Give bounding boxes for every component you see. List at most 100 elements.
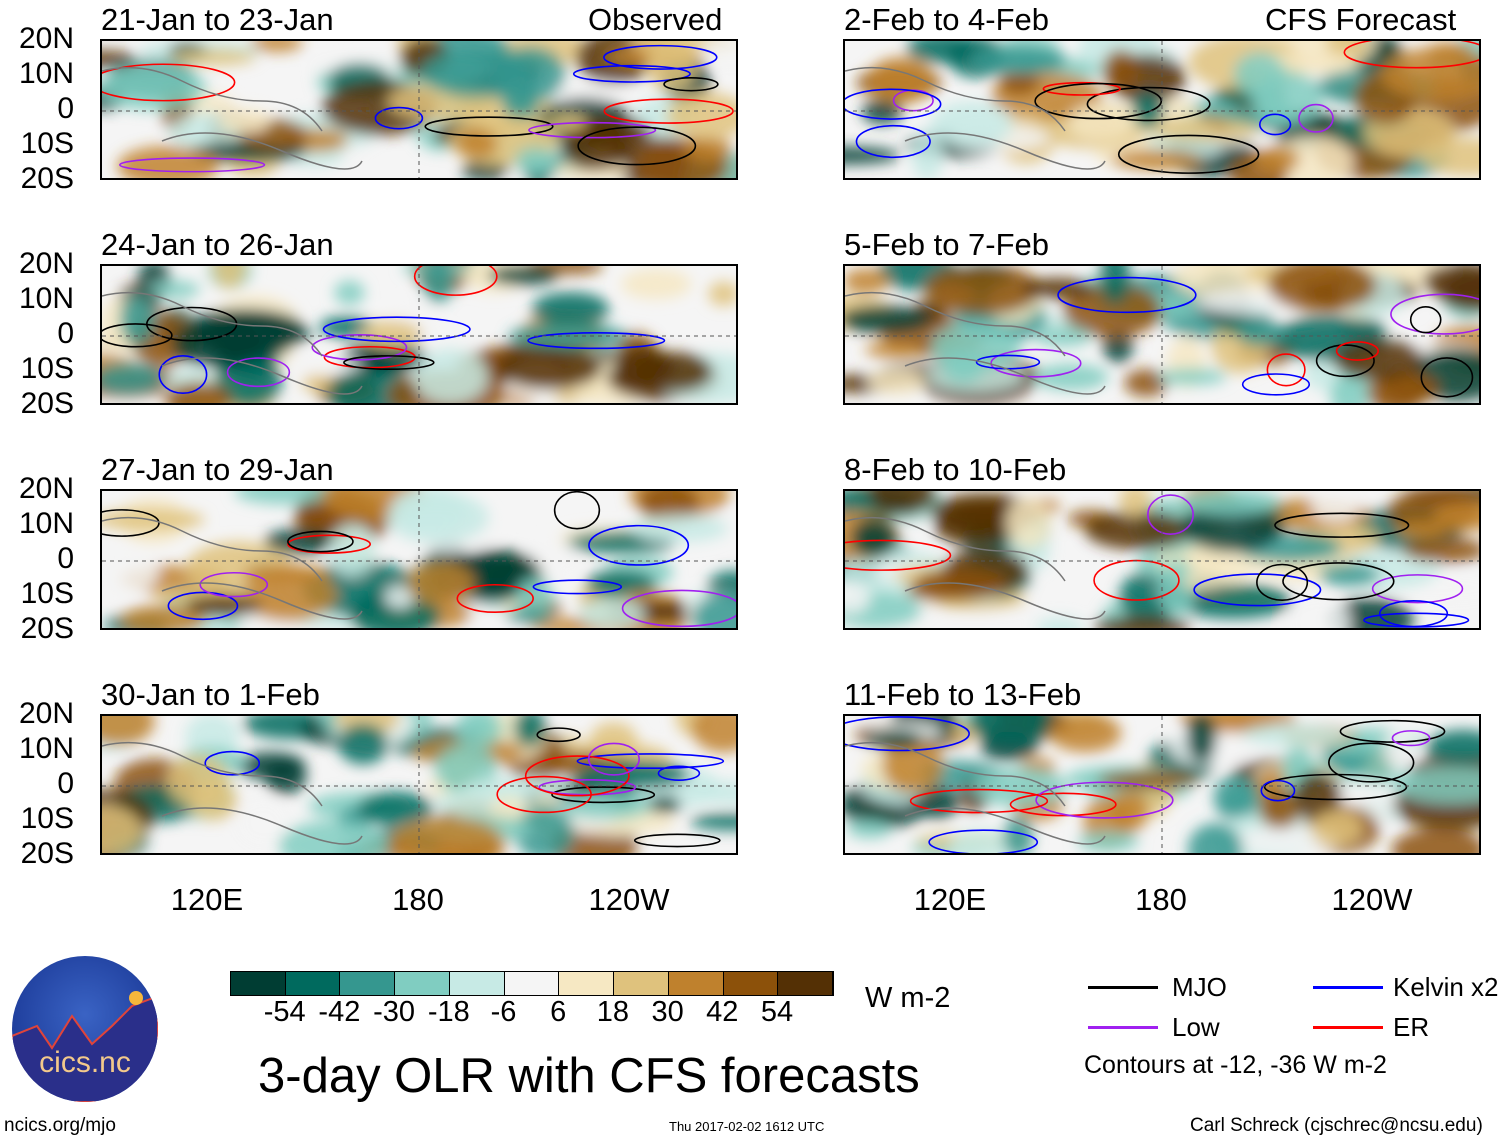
anomaly-contour — [1035, 781, 1174, 819]
lon-label: 120E — [913, 882, 987, 917]
lat-label: 20S — [20, 162, 74, 195]
anomaly-contour — [528, 121, 657, 139]
lat-label: 10N — [18, 507, 74, 540]
lat-label: 10N — [18, 732, 74, 765]
legend-label: Kelvin x2 — [1393, 972, 1499, 1002]
anomaly-contour — [413, 266, 498, 296]
anomaly-contour — [1378, 599, 1449, 628]
olr-map-panel — [843, 39, 1481, 180]
anomaly-contour — [532, 579, 623, 595]
colorbar — [230, 971, 834, 996]
olr-map-panel — [843, 489, 1481, 630]
colorbar-swatch — [340, 972, 396, 995]
colorbar-swatch — [723, 972, 779, 995]
mountains-icon — [12, 991, 158, 1102]
lat-label: 10N — [18, 282, 74, 315]
panel-title: 27-Jan to 29-Jan — [101, 452, 334, 487]
anomaly-contour — [603, 44, 718, 70]
anomaly-contour — [1256, 563, 1309, 602]
anomaly-contour — [845, 716, 970, 752]
coastline — [845, 291, 1106, 395]
legend-label: ER — [1393, 1012, 1430, 1042]
footer-timestamp: Thu 2017-02-02 1612 UTC — [669, 1119, 825, 1134]
anomaly-contour — [311, 334, 408, 361]
figure-title: 3-day OLR with CFS forecasts — [258, 1049, 920, 1103]
contour-note: Contours at -12, -36 W m-2 — [1084, 1051, 1387, 1079]
anomaly-contour — [1117, 134, 1260, 174]
legend-line-mjo — [1088, 986, 1158, 989]
anomaly-contour — [1034, 82, 1163, 120]
legend-label: Low — [1172, 1012, 1220, 1042]
colorbar-tick-label: 18 — [596, 996, 630, 1028]
colorbar-units: W m-2 — [865, 982, 951, 1014]
anomaly-contour — [577, 126, 697, 166]
anomaly-contour — [1409, 306, 1442, 334]
anomaly-contour — [1241, 373, 1311, 396]
anomaly-contour — [424, 116, 554, 137]
anomaly-contour — [1391, 730, 1431, 747]
anomaly-contour — [343, 355, 435, 371]
anomaly-contour — [990, 348, 1082, 378]
anomaly-contour — [855, 124, 931, 159]
coastline — [845, 516, 1106, 620]
anomaly-contour — [1086, 86, 1211, 122]
anomaly-contour — [496, 775, 592, 814]
colorbar-swatch — [778, 972, 834, 995]
anomaly-contour — [1335, 341, 1379, 361]
panel-title: 24-Jan to 26-Jan — [101, 227, 334, 262]
legend-label: MJO — [1172, 972, 1227, 1002]
anomaly-contour — [657, 765, 701, 781]
coastline — [845, 741, 1106, 845]
panel-title: 8-Feb to 10-Feb — [844, 452, 1067, 487]
lat-label: 10N — [18, 57, 74, 90]
anomaly-contour — [1282, 562, 1395, 601]
lat-label: 0 — [57, 767, 74, 800]
lat-label: 20N — [18, 247, 74, 280]
colorbar-swatch — [231, 972, 286, 995]
anomaly-contour — [663, 77, 719, 92]
legend-line-low — [1088, 1026, 1158, 1029]
lat-label: 20S — [20, 612, 74, 645]
anomaly-contour — [536, 727, 581, 743]
lat-label: 20N — [18, 472, 74, 505]
anomaly-contour — [1343, 41, 1479, 69]
olr-map-panel — [843, 714, 1481, 855]
anomaly-contour — [1298, 103, 1334, 133]
colorbar-swatch — [504, 972, 560, 995]
colorbar-tick-label: 42 — [706, 996, 739, 1028]
anomaly-contour — [1147, 494, 1194, 535]
logo-text: cics.nc — [39, 1046, 131, 1079]
colorbar-tick-label: -18 — [427, 996, 470, 1028]
olr-map-panel — [100, 39, 738, 180]
footer-credit: Carl Schreck (cjschrec@ncsu.edu) — [1190, 1115, 1483, 1136]
anomaly-contour — [527, 331, 666, 350]
anomaly-contour — [1390, 293, 1479, 335]
anomaly-contour — [1420, 357, 1474, 398]
anomaly-contour — [1193, 573, 1322, 607]
anomaly-contour — [551, 786, 656, 804]
anomaly-contour — [102, 323, 173, 348]
lat-label: 10S — [20, 577, 74, 610]
coastline — [845, 66, 1106, 170]
anomaly-contour — [1266, 353, 1306, 387]
colorbar-swatch — [668, 972, 724, 995]
lat-label: 0 — [57, 542, 74, 575]
olr-map-panel — [100, 714, 738, 855]
colorbar-tick-label: 54 — [760, 996, 794, 1028]
footer-url[interactable]: ncics.org/mjo — [4, 1115, 116, 1136]
lat-label: 20N — [18, 697, 74, 730]
lat-label: 10S — [20, 352, 74, 385]
anomaly-contour — [1258, 113, 1292, 136]
anomaly-contour — [287, 534, 372, 554]
colorbar-tick-label: -42 — [318, 996, 361, 1028]
anomaly-contour — [226, 357, 291, 388]
colorbar-swatch — [395, 972, 450, 995]
anomaly-contour — [102, 63, 236, 102]
olr-map-panel — [100, 489, 738, 630]
anomaly-contour — [524, 755, 630, 797]
colorbar-swatch — [285, 972, 341, 995]
anomaly-contour — [167, 591, 239, 621]
anomaly-contour — [1328, 742, 1415, 783]
anomaly-contour — [1260, 779, 1296, 802]
anomaly-contour — [1263, 773, 1408, 801]
